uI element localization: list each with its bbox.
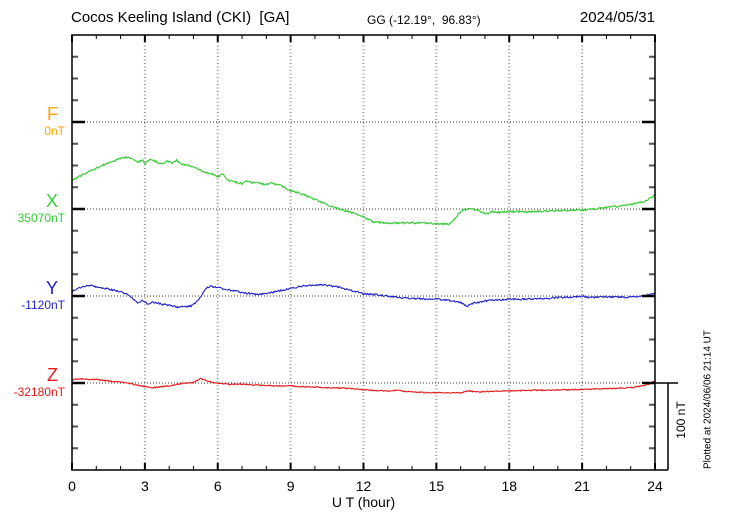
x-tick-label: 18 xyxy=(501,478,517,494)
x-axis-title: U T (hour) xyxy=(332,494,395,510)
page-title: Cocos Keeling Island (CKI) [GA] xyxy=(71,9,290,26)
x-tick-label: 15 xyxy=(429,478,445,494)
trace-z xyxy=(71,377,656,394)
component-label-x: X xyxy=(45,191,58,211)
plot-border xyxy=(71,34,656,471)
x-tick-label: 6 xyxy=(214,478,222,494)
x-tick-label: 0 xyxy=(68,478,76,494)
trace-x xyxy=(71,156,656,226)
component-baseline-y: -1120nT xyxy=(21,298,65,312)
geographic-coordinates: GG (-12.19°, 96.83°) xyxy=(367,13,481,27)
component-baseline-z: -32180nT xyxy=(13,385,65,399)
x-tick-label: 3 xyxy=(141,478,149,494)
x-tick-label: 9 xyxy=(287,478,295,494)
x-tick-label: 21 xyxy=(574,478,590,494)
x-tick-label: 24 xyxy=(647,478,663,494)
component-baseline-f: 0nT xyxy=(44,124,65,138)
component-label-z: Z xyxy=(47,365,58,385)
component-label-y: Y xyxy=(45,278,58,298)
x-tick-label: 12 xyxy=(356,478,372,494)
plot-date: 2024/05/31 xyxy=(579,9,655,26)
component-baseline-x: 35070nT xyxy=(17,211,65,225)
component-label-f: F xyxy=(47,104,58,124)
trace-y xyxy=(71,283,656,309)
